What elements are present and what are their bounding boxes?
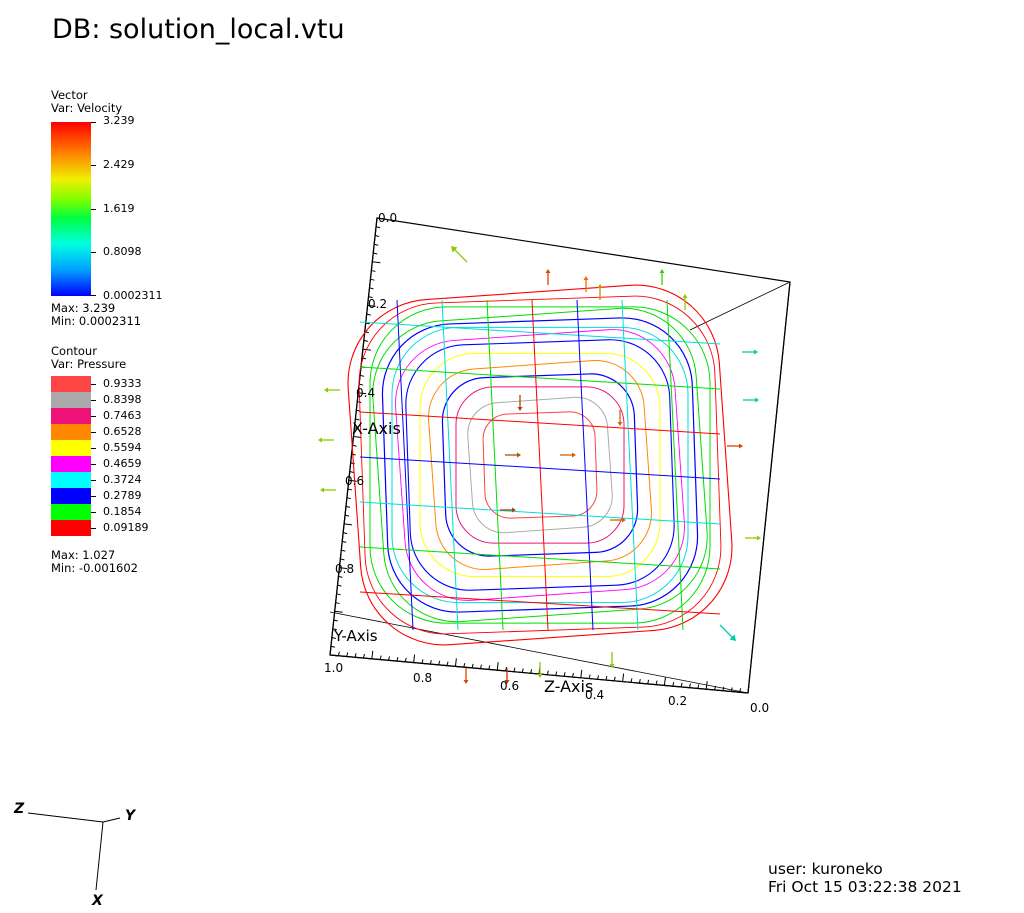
contour-level-label: 0.1854 <box>103 505 142 518</box>
timestamp: Fri Oct 15 03:22:38 2021 <box>768 878 962 896</box>
vector-legend-var: Var: Velocity <box>51 101 123 115</box>
contour-level-label: 0.2789 <box>103 489 142 502</box>
contour-level-label: 0.3724 <box>103 473 142 486</box>
x-tick-label: 0.6 <box>345 474 364 488</box>
contour-swatch <box>51 488 91 504</box>
x-tick-label: 0.2 <box>368 297 387 311</box>
z-tick-label: 0.0 <box>750 701 769 715</box>
contour-swatch <box>51 520 91 536</box>
contour-legend-header: Contour <box>51 344 97 358</box>
velocity-colorbar <box>51 122 91 296</box>
y-axis-title: Y-Axis <box>333 627 378 645</box>
contour-level-label: 0.8398 <box>103 393 142 406</box>
orientation-triad[interactable] <box>27 812 121 891</box>
contour-level-label: 0.5594 <box>103 441 142 454</box>
z-axis-title: Z-Axis <box>544 677 593 696</box>
x-tick-label: 0.4 <box>356 386 375 400</box>
z-tick-label: 1.0 <box>324 661 343 675</box>
z-tick-label: 0.8 <box>413 671 432 685</box>
vector-legend-header: Vector <box>51 88 88 102</box>
triad-z-label: Z <box>13 801 25 817</box>
contour-level-label: 0.7463 <box>103 409 142 422</box>
contour-swatch <box>51 504 91 520</box>
contour-legend-var: Var: Pressure <box>51 357 127 371</box>
z-tick-label: 0.2 <box>668 694 687 708</box>
velocity-vectors <box>318 246 761 684</box>
contour-level-label: 0.4659 <box>103 457 142 470</box>
contour-swatch <box>51 392 91 408</box>
velocity-tick: 1.619 <box>103 202 135 215</box>
contour-swatch <box>51 424 91 440</box>
contour-level-label: 0.09189 <box>103 521 149 534</box>
velocity-min: Min: 0.0002311 <box>51 314 142 328</box>
velocity-tick: 0.8098 <box>103 245 142 258</box>
x-tick-label: 0.0 <box>378 211 397 225</box>
database-title: DB: solution_local.vtu <box>52 14 345 45</box>
pressure-min: Min: -0.001602 <box>51 561 138 575</box>
contour-swatch <box>51 472 91 488</box>
z-tick-label: 0.4 <box>585 688 604 702</box>
contour-swatch <box>51 456 91 472</box>
contour-level-label: 0.6528 <box>103 425 142 438</box>
triad-y-label: Y <box>125 808 137 824</box>
contour-swatch <box>51 376 91 392</box>
velocity-tick: 0.0002311 <box>103 289 163 302</box>
contour-swatch <box>51 440 91 456</box>
x-tick-label: 0.8 <box>335 562 354 576</box>
velocity-tick: 2.429 <box>103 158 135 171</box>
pressure-max: Max: 1.027 <box>51 548 116 562</box>
contour-swatch <box>51 408 91 424</box>
user-info: user: kuroneko Fri Oct 15 03:22:38 2021 <box>768 860 962 896</box>
velocity-tick: 3.239 <box>103 114 135 127</box>
user-name: user: kuroneko <box>768 860 883 878</box>
z-tick-label: 0.6 <box>500 679 519 693</box>
x-axis-title: X-Axis <box>352 419 401 438</box>
triad-x-label: X <box>91 893 104 909</box>
contour-mesh <box>347 284 733 646</box>
velocity-max: Max: 3.239 <box>51 301 116 315</box>
contour-level-label: 0.9333 <box>103 377 142 390</box>
